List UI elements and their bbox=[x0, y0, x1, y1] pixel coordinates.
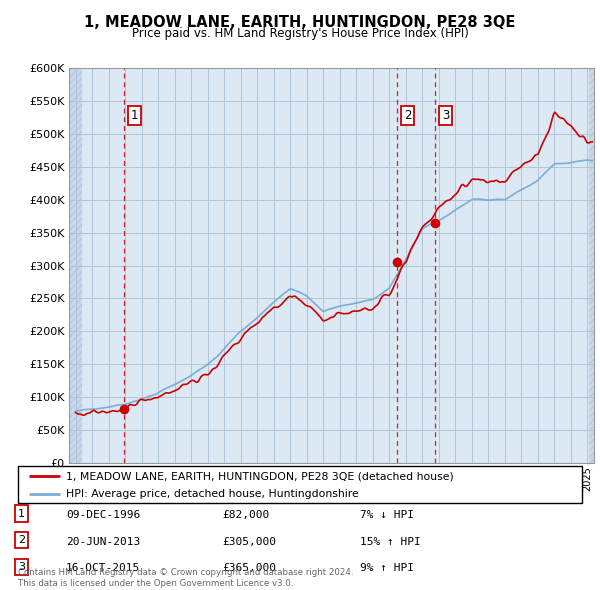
Text: 1: 1 bbox=[131, 109, 138, 122]
Text: 15% ↑ HPI: 15% ↑ HPI bbox=[360, 537, 421, 547]
Text: £82,000: £82,000 bbox=[222, 510, 269, 520]
Text: 3: 3 bbox=[442, 109, 449, 122]
Text: HPI: Average price, detached house, Huntingdonshire: HPI: Average price, detached house, Hunt… bbox=[66, 489, 359, 499]
Bar bbox=[69, 68, 82, 463]
Text: £365,000: £365,000 bbox=[222, 563, 276, 573]
Text: 1, MEADOW LANE, EARITH, HUNTINGDON, PE28 3QE (detached house): 1, MEADOW LANE, EARITH, HUNTINGDON, PE28… bbox=[66, 471, 454, 481]
Bar bbox=[589, 68, 594, 463]
Text: 7% ↓ HPI: 7% ↓ HPI bbox=[360, 510, 414, 520]
Text: 1, MEADOW LANE, EARITH, HUNTINGDON, PE28 3QE: 1, MEADOW LANE, EARITH, HUNTINGDON, PE28… bbox=[85, 15, 515, 30]
Text: 9% ↑ HPI: 9% ↑ HPI bbox=[360, 563, 414, 573]
Text: 2: 2 bbox=[404, 109, 411, 122]
Text: £305,000: £305,000 bbox=[222, 537, 276, 547]
Text: 3: 3 bbox=[18, 562, 25, 572]
Text: Price paid vs. HM Land Registry's House Price Index (HPI): Price paid vs. HM Land Registry's House … bbox=[131, 27, 469, 40]
Text: 09-DEC-1996: 09-DEC-1996 bbox=[66, 510, 140, 520]
Text: 20-JUN-2013: 20-JUN-2013 bbox=[66, 537, 140, 547]
Text: 2: 2 bbox=[18, 535, 25, 545]
Bar bbox=[589, 68, 594, 463]
Text: 1: 1 bbox=[18, 509, 25, 519]
Text: Contains HM Land Registry data © Crown copyright and database right 2024.
This d: Contains HM Land Registry data © Crown c… bbox=[18, 568, 353, 588]
Text: 16-OCT-2015: 16-OCT-2015 bbox=[66, 563, 140, 573]
Bar bbox=[69, 68, 82, 463]
